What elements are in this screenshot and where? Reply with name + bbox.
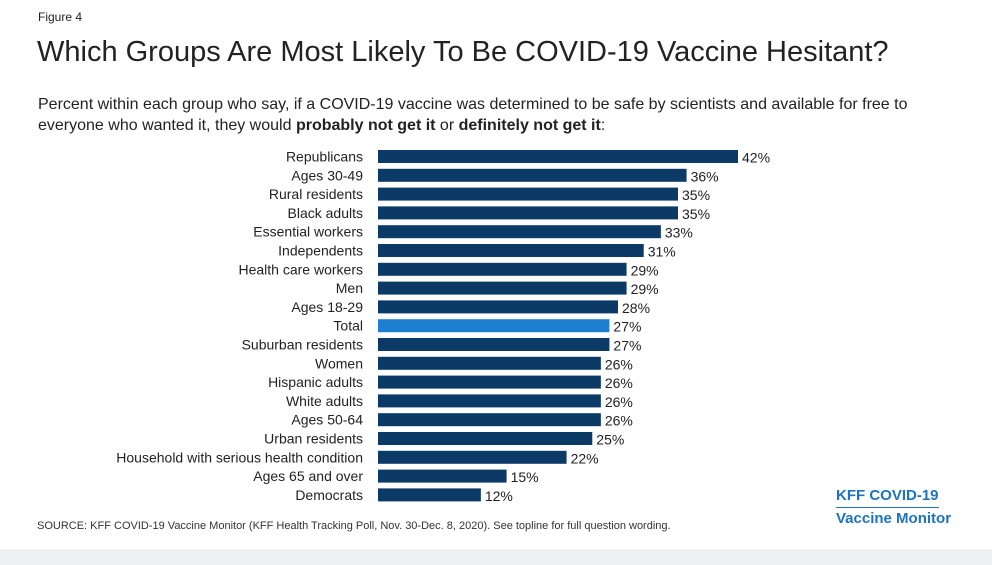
- source-note: SOURCE: KFF COVID-19 Vaccine Monitor (KF…: [37, 520, 671, 532]
- subtitle-text-1: Percent within each group who say, if a …: [38, 96, 908, 134]
- bar-ages-65-and-over: [378, 469, 507, 483]
- category-label: Total: [333, 318, 363, 334]
- value-label: 26%: [605, 375, 633, 391]
- value-label: 12%: [485, 488, 513, 504]
- bar-ages-30-49: [378, 168, 687, 182]
- value-label: 27%: [613, 319, 641, 335]
- figure-label: Figure 4: [38, 10, 83, 24]
- category-label: Women: [315, 355, 363, 371]
- value-label: 25%: [596, 432, 624, 448]
- bar-chart: Republicans 42% Ages 30-49 36% Rural residen…: [116, 149, 770, 504]
- bar-white-adults: [378, 394, 601, 408]
- bar-black-adults: [378, 206, 678, 220]
- category-label: Health care workers: [239, 261, 364, 277]
- subtitle-bold-1: probably not get it: [295, 117, 436, 134]
- bar-suburban-residents: [378, 338, 610, 351]
- value-label: 36%: [691, 168, 719, 184]
- bar-democrats: [378, 488, 481, 502]
- bar-household-with-serious-health-condition: [378, 450, 567, 464]
- value-label: 29%: [631, 281, 659, 297]
- bar-rural-residents: [378, 187, 678, 201]
- bar-hispanic-adults: [378, 375, 601, 389]
- brand-line-2: Vaccine Monitor: [836, 510, 952, 527]
- bar-women: [378, 356, 601, 370]
- subtitle-text-2: or: [435, 117, 459, 134]
- value-label: 33%: [665, 225, 693, 241]
- value-label: 31%: [648, 244, 676, 260]
- value-label: 26%: [605, 413, 633, 429]
- category-label: Ages 65 and over: [253, 468, 363, 484]
- bar-health-care-workers: [378, 262, 627, 276]
- value-label: 26%: [605, 394, 633, 410]
- bar-urban-residents: [378, 432, 593, 445]
- bar-ages-18-29: [378, 300, 618, 314]
- value-label: 28%: [622, 300, 650, 316]
- bar-republicans: [378, 150, 738, 163]
- category-label: Independents: [278, 243, 363, 259]
- brand-logo: KFF COVID-19 Vaccine Monitor: [836, 485, 951, 530]
- bar-total: [378, 319, 610, 333]
- value-label: 42%: [742, 150, 770, 166]
- bar-ages-50-64: [378, 413, 601, 427]
- value-label: 35%: [682, 206, 710, 222]
- category-label: Essential workers: [253, 224, 363, 240]
- category-label: Ages 50-64: [291, 412, 363, 428]
- bar-independents: [378, 244, 644, 257]
- value-label: 29%: [631, 262, 659, 278]
- value-label: 27%: [613, 338, 641, 354]
- category-label: Suburban residents: [242, 337, 363, 353]
- subtitle-text-3: :: [600, 117, 606, 134]
- category-label: Rural residents: [269, 186, 363, 202]
- category-label: Democrats: [295, 487, 363, 503]
- category-label: Hispanic adults: [268, 374, 363, 390]
- category-label: Black adults: [288, 205, 363, 221]
- value-label: 35%: [682, 187, 710, 203]
- category-label: White adults: [286, 393, 363, 409]
- subtitle-bold-2: definitely not get it: [458, 117, 601, 134]
- value-label: 26%: [605, 356, 633, 372]
- bar-essential-workers: [378, 225, 661, 239]
- category-label: Ages 30-49: [291, 167, 363, 183]
- value-label: 15%: [511, 469, 539, 485]
- category-label: Men: [336, 280, 363, 296]
- bar-men: [378, 281, 627, 295]
- category-label: Ages 18-29: [291, 299, 363, 315]
- chart-title: Which Groups Are Most Likely To Be COVID…: [37, 36, 889, 68]
- category-label: Republicans: [286, 149, 363, 165]
- value-label: 22%: [571, 450, 599, 466]
- footer-band: [0, 549, 992, 565]
- chart-subtitle: Percent within each group who say, if a …: [38, 94, 938, 136]
- category-label: Household with serious health condition: [116, 449, 363, 465]
- category-label: Urban residents: [264, 431, 363, 447]
- brand-line-1: KFF COVID-19: [836, 485, 939, 508]
